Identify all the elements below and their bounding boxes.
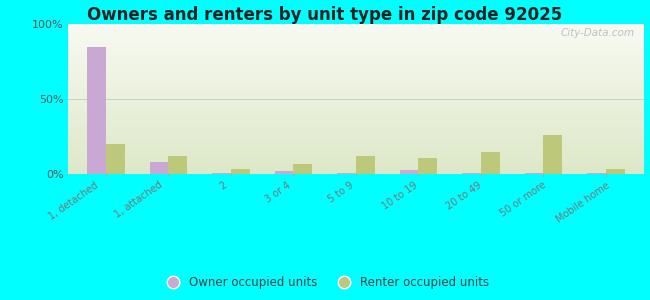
Bar <box>87 46 106 174</box>
Bar <box>587 173 606 174</box>
Text: Mobile home: Mobile home <box>554 180 612 224</box>
Bar <box>168 156 187 174</box>
Legend: Owner occupied units, Renter occupied units: Owner occupied units, Renter occupied un… <box>156 272 494 294</box>
Text: 50 or more: 50 or more <box>498 180 547 219</box>
Bar <box>293 164 312 174</box>
Bar <box>212 173 231 174</box>
Text: 1, detached: 1, detached <box>47 180 100 221</box>
Bar <box>150 162 168 174</box>
Bar <box>525 173 543 174</box>
Text: 20 to 49: 20 to 49 <box>445 180 484 212</box>
Text: 2: 2 <box>217 180 228 192</box>
Bar <box>400 169 419 174</box>
Bar <box>356 156 374 174</box>
Bar <box>419 158 437 174</box>
Text: 3 or 4: 3 or 4 <box>263 180 292 205</box>
Bar <box>231 169 250 174</box>
Bar <box>462 173 481 174</box>
Text: 10 to 19: 10 to 19 <box>381 180 420 212</box>
Text: City-Data.com: City-Data.com <box>561 28 635 38</box>
Bar <box>337 173 356 174</box>
Bar <box>274 171 293 174</box>
Bar <box>481 152 500 174</box>
Bar <box>543 135 562 174</box>
Text: Owners and renters by unit type in zip code 92025: Owners and renters by unit type in zip c… <box>87 6 563 24</box>
Bar <box>606 169 625 174</box>
Text: 5 to 9: 5 to 9 <box>327 180 356 205</box>
Text: 1, attached: 1, attached <box>112 180 164 220</box>
Bar <box>106 144 125 174</box>
